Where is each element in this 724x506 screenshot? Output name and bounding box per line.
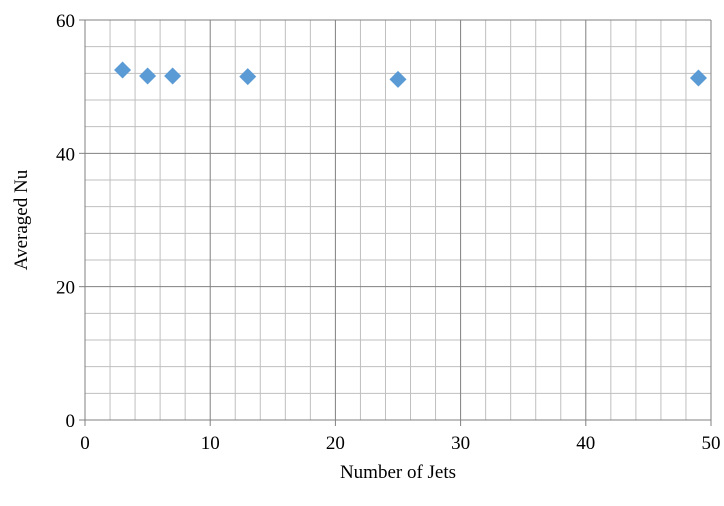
data-points <box>114 61 707 88</box>
axes <box>79 19 712 426</box>
data-point <box>114 61 132 79</box>
y-tick-label: 20 <box>56 278 75 299</box>
y-tick-labels: 0 20 40 60 <box>56 11 75 432</box>
data-point <box>389 70 407 88</box>
x-tick-label: 20 <box>326 433 345 454</box>
data-point <box>139 67 157 85</box>
x-tick-label: 10 <box>201 433 220 454</box>
data-point <box>689 69 707 87</box>
x-axis-title: Number of Jets <box>340 462 456 483</box>
x-tick-label: 30 <box>451 433 470 454</box>
y-tick-label: 60 <box>56 11 75 32</box>
y-axis-title: Averaged Nu <box>11 169 32 270</box>
data-point <box>239 68 257 86</box>
x-tick-labels: 0 10 20 30 40 50 <box>80 433 720 454</box>
y-tick-label: 0 <box>66 411 76 432</box>
x-tick-label: 0 <box>80 433 90 454</box>
x-tick-label: 40 <box>576 433 595 454</box>
y-tick-label: 40 <box>56 144 75 165</box>
x-tick-label: 50 <box>702 433 721 454</box>
major-gridlines <box>85 19 712 420</box>
data-point <box>164 67 182 85</box>
